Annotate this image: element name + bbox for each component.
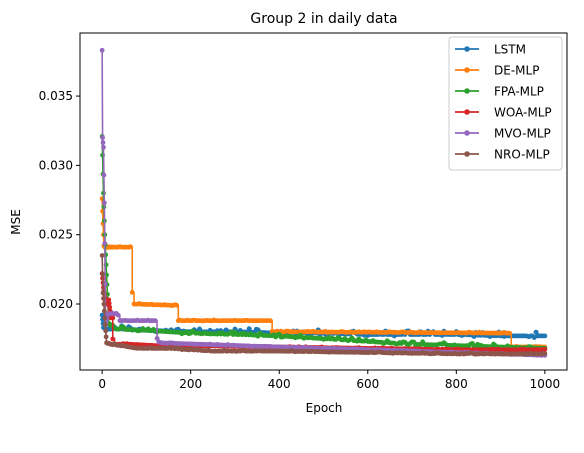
data-point: [107, 304, 113, 310]
series-layer: [99, 47, 548, 358]
chart-title: Group 2 in daily data: [250, 11, 397, 27]
x-tick-label: 200: [179, 377, 202, 391]
legend-marker: [464, 88, 470, 94]
legend-label: LSTM: [494, 43, 526, 57]
data-point: [101, 200, 107, 206]
x-tick-label: 800: [445, 377, 468, 391]
data-point: [246, 326, 252, 332]
data-point: [152, 318, 158, 324]
legend-marker: [464, 130, 470, 136]
data-point: [100, 290, 106, 296]
data-point: [542, 347, 548, 352]
data-point: [174, 302, 179, 308]
legend-label: DE-MLP: [494, 64, 539, 78]
data-point: [101, 296, 106, 301]
data-point: [99, 253, 105, 258]
data-point: [100, 135, 105, 141]
legend-marker: [464, 109, 470, 115]
y-tick-label: 0.020: [39, 297, 73, 311]
data-point: [129, 289, 135, 295]
series-lstm: [99, 312, 548, 340]
data-point: [115, 312, 121, 318]
data-point: [102, 315, 108, 321]
legend-label: FPA-MLP: [494, 85, 544, 99]
y-tick-label: 0.030: [39, 158, 73, 172]
legend-marker: [464, 46, 470, 52]
y-tick-label: 0.035: [39, 89, 73, 103]
data-point: [542, 351, 548, 356]
series-de-mlp: [99, 196, 548, 350]
y-axis-label: MSE: [9, 209, 23, 235]
x-axis-label: Epoch: [306, 401, 343, 415]
x-tick-label: 600: [356, 377, 379, 391]
series-line: [101, 198, 545, 348]
data-point: [106, 301, 112, 306]
data-point: [110, 315, 116, 321]
data-point: [542, 333, 548, 339]
legend-label: NRO-MLP: [494, 148, 550, 162]
data-point: [103, 328, 109, 334]
data-point: [101, 172, 107, 178]
data-point: [106, 297, 112, 303]
legend-marker: [464, 67, 470, 73]
data-point: [101, 308, 107, 314]
data-point: [154, 335, 160, 341]
series-fpa-mlp: [99, 133, 548, 351]
data-point: [533, 329, 539, 335]
series-nro-mlp: [99, 253, 548, 357]
data-point: [101, 144, 106, 150]
y-axis-ticks: 0.020 0.025 0.030 0.035: [39, 89, 80, 311]
legend-label: MVO-MLP: [494, 127, 551, 141]
x-tick-label: 1000: [530, 377, 561, 391]
plot-frame: [79, 32, 568, 371]
data-point: [102, 281, 108, 287]
data-point: [102, 241, 108, 246]
data-point: [110, 336, 116, 342]
x-axis-ticks: 0 200 400 600 800 1000: [98, 370, 560, 391]
data-point: [100, 140, 106, 145]
x-tick-label: 0: [98, 377, 106, 391]
legend-marker: [464, 151, 470, 157]
y-tick-label: 0.025: [39, 228, 73, 242]
data-point: [100, 271, 105, 277]
data-point: [507, 330, 512, 336]
legend-label: WOA-MLP: [494, 106, 552, 120]
data-point: [101, 301, 107, 307]
data-point: [103, 334, 109, 340]
x-tick-label: 400: [268, 377, 291, 391]
legend: LSTM DE-MLP FPA-MLP WOA-MLP MVO-MLP NRO-MLP: [448, 36, 563, 171]
data-point: [102, 322, 108, 328]
data-point: [128, 244, 133, 250]
data-point: [99, 47, 105, 53]
data-point: [267, 318, 273, 324]
